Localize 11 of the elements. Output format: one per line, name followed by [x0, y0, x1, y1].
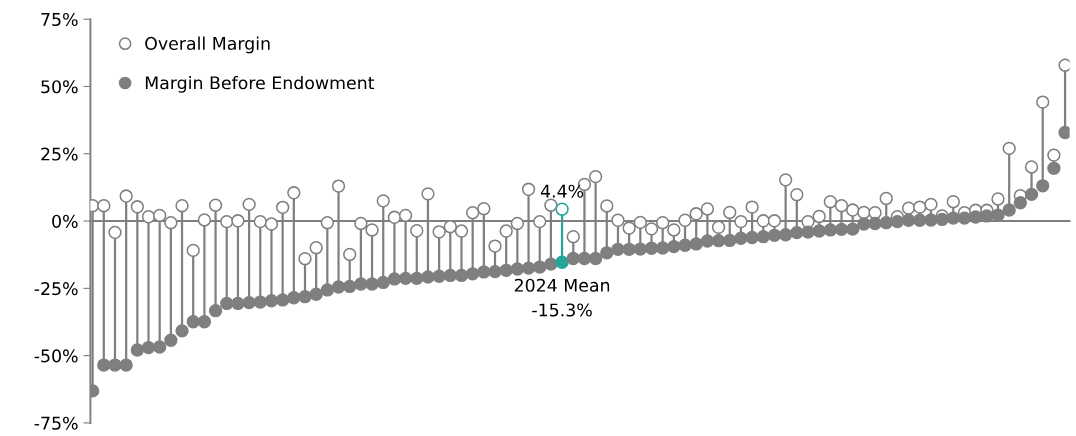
legend-label: Margin Before Endowment — [145, 75, 375, 93]
y-tick-label: 50% — [41, 80, 78, 94]
y-tick-label: 75% — [41, 12, 78, 27]
annotation: 4.4% — [540, 184, 584, 198]
y-tick-label: 25% — [41, 147, 78, 161]
y-tick-label: -50% — [34, 349, 78, 363]
annotation: 2024 Mean -15.3% — [514, 278, 610, 317]
y-tick-label: 0% — [52, 214, 78, 228]
y-tick-label: -75% — [34, 416, 78, 430]
legend-label: Overall Margin — [145, 36, 270, 54]
y-tick-label: -25% — [34, 282, 78, 296]
